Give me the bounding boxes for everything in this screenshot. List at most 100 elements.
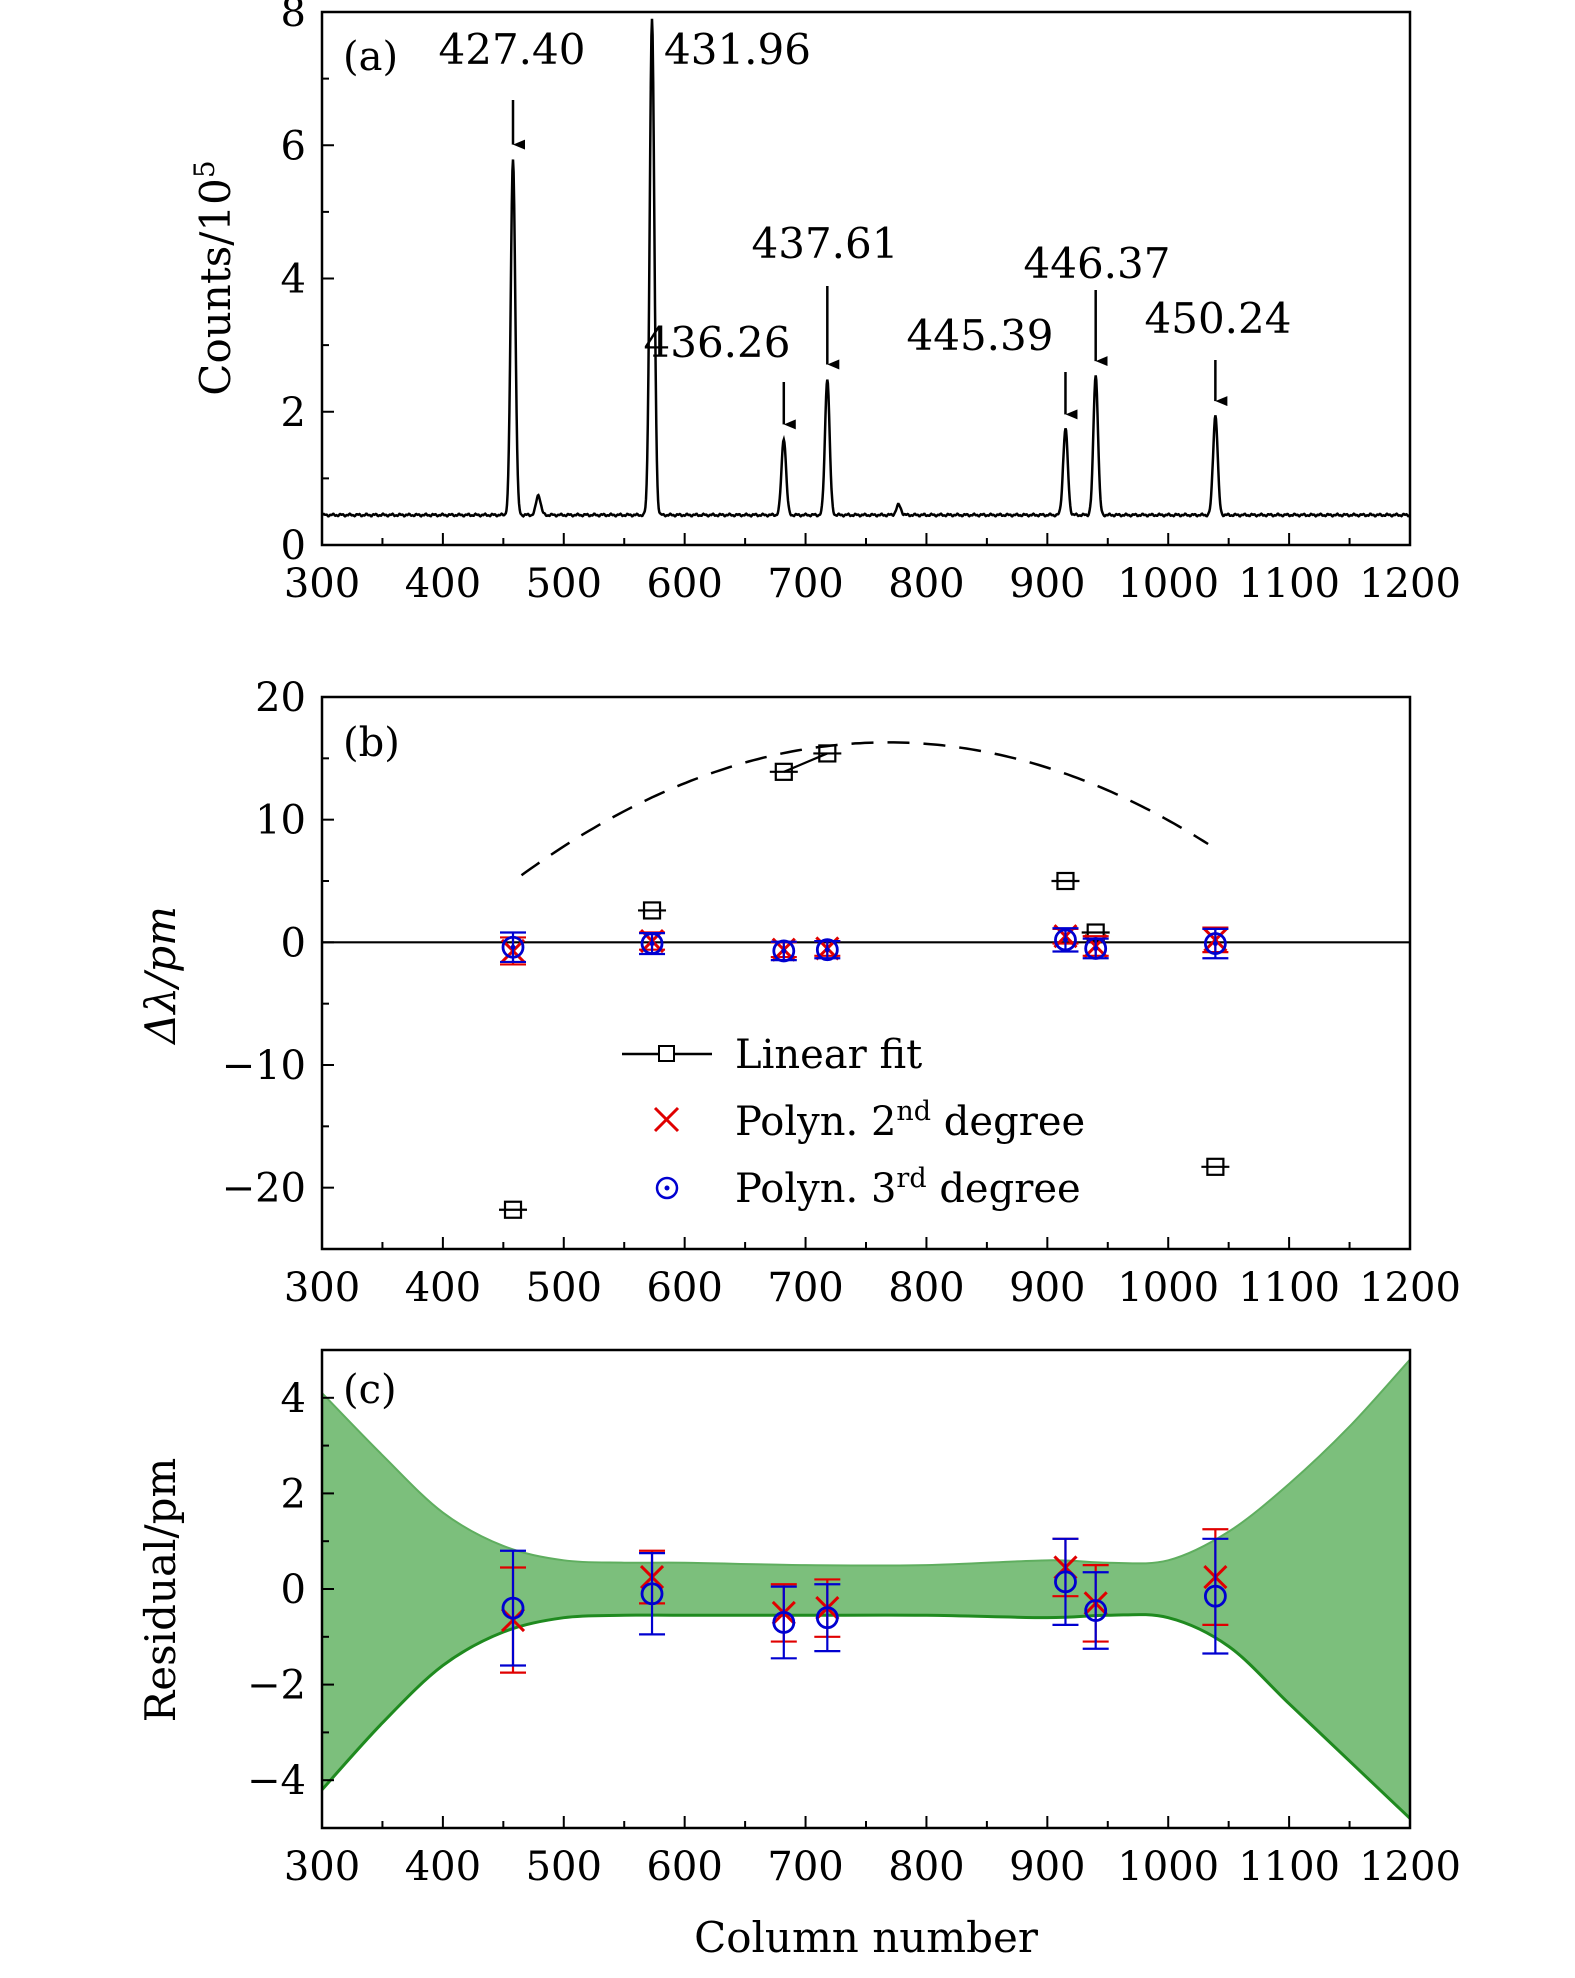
circle-marker <box>1084 937 1108 960</box>
circle-marker <box>640 1582 664 1606</box>
x-tick-label: 1100 <box>1238 1265 1340 1311</box>
y-tick-label: 2 <box>281 390 306 436</box>
y-tick-label: 2 <box>281 1471 306 1517</box>
peak-label: 436.26 <box>644 318 791 367</box>
circle-marker-dot <box>1062 937 1068 943</box>
y-tick-label: 0 <box>281 1567 306 1613</box>
panel-c-plot-area <box>320 1358 1412 1820</box>
peak-label: 427.40 <box>439 25 586 74</box>
x-tick-label: 300 <box>284 1844 360 1890</box>
x-axis-label: Column number <box>694 1913 1039 1962</box>
circle-marker-dot <box>510 944 516 950</box>
circle-marker <box>772 939 796 963</box>
confidence-band-lower-edge <box>320 1613 1412 1820</box>
confidence-band <box>322 1359 1410 1819</box>
x-tick-label: 400 <box>405 1265 481 1311</box>
circle-marker-dot <box>1212 941 1218 947</box>
panel-b-ticks: 300 400 500 600 700 800 900 1000 1100 1200 20 10 0 −1… <box>222 675 1461 1311</box>
panel-b-y-axis-label: Δλ/pm <box>136 906 185 1046</box>
x-tick-label: 500 <box>526 1844 602 1890</box>
y-tick-label: 0 <box>281 523 306 569</box>
peak-label: 445.39 <box>907 311 1054 360</box>
x-tick-label: 800 <box>888 1265 964 1311</box>
x-tick-label: 300 <box>284 1265 360 1311</box>
circle-marker-dot <box>781 948 787 954</box>
panel-a-ticks: 300 400 500 600 700 800 900 1000 1100 1200 0 2 4 6 8 <box>281 0 1461 607</box>
fit-curve <box>520 741 1209 877</box>
circle-marker <box>501 1596 525 1620</box>
confidence-band-upper-edge <box>321 1358 1411 1567</box>
x-tick-label: 500 <box>526 1265 602 1311</box>
x-tick-label: 700 <box>767 1265 843 1311</box>
circle-marker <box>815 938 839 962</box>
y-tick-label: −10 <box>222 1043 306 1089</box>
panel-c-y-axis-label: Residual/pm <box>136 1458 185 1723</box>
x-tick-label: 1000 <box>1117 1265 1219 1311</box>
circle-marker <box>815 1606 839 1630</box>
circle-marker <box>501 935 525 959</box>
panel-c-ticks: 300 400 500 600 700 800 900 1000 1100 1200 4 2 0 −2 −4 <box>247 1376 1461 1890</box>
panel-b-label: (b) <box>343 720 400 766</box>
linear-fit-marker <box>1056 871 1075 891</box>
peak-label: 446.37 <box>1024 239 1171 288</box>
linear-fit-marker <box>503 1200 523 1219</box>
legend-polyn-2nd-marker <box>653 1106 680 1133</box>
x-tick-label: 1000 <box>1117 561 1219 607</box>
x-tick-label: 700 <box>767 561 843 607</box>
circle-marker <box>1203 932 1227 955</box>
y-tick-label: 20 <box>255 675 306 721</box>
x-tick-label: 600 <box>646 1265 722 1311</box>
x-tick-label: 400 <box>405 1844 481 1890</box>
x-tick-label: 1100 <box>1238 561 1340 607</box>
peak-label: 431.96 <box>664 25 811 74</box>
circle-marker-dot <box>824 947 830 953</box>
linear-fit-marker <box>818 744 837 763</box>
x-tick-label: 1200 <box>1359 561 1461 607</box>
panel-a-label: (a) <box>343 34 398 80</box>
x-tick-label: 300 <box>284 561 360 607</box>
panel-b: 300 400 500 600 700 800 900 1000 1100 1200 20 10 0 −1… <box>136 675 1461 1311</box>
panel-a-frame <box>320 10 1412 547</box>
x-tick-label: 900 <box>1009 561 1085 607</box>
x-tick-label: 1100 <box>1238 1844 1340 1890</box>
circle-marker <box>640 932 664 955</box>
panel-a-y-axis-label: Counts/105 <box>188 160 240 395</box>
x-tick-label: 1200 <box>1359 1265 1461 1311</box>
circle-marker <box>1054 1570 1077 1594</box>
panel-c: 300 400 500 600 700 800 900 1000 1100 1200 4 2 0 −2 −4… <box>136 1348 1461 1962</box>
y-tick-label: 4 <box>281 257 306 303</box>
panel-c-label: (c) <box>343 1367 397 1413</box>
y-tick-label: −4 <box>247 1758 306 1804</box>
legend-linear-fit-text: Linear fit <box>735 1032 922 1078</box>
linear-fit-segment <box>783 752 828 773</box>
x-tick-label: 800 <box>888 561 964 607</box>
x-tick-label: 700 <box>767 1844 843 1890</box>
panel-b-legend: Linear fit Polyn. 2nd degree Polyn. 3rd … <box>622 1032 1085 1212</box>
legend-polyn-2nd-text: Polyn. 2nd degree <box>735 1096 1085 1145</box>
y-tick-label: 0 <box>281 920 306 966</box>
y-tick-label: −20 <box>222 1166 306 1212</box>
spectrum-line <box>321 18 1411 518</box>
y-tick-label: 10 <box>255 798 306 844</box>
x-tick-label: 900 <box>1009 1844 1085 1890</box>
circle-marker-dot <box>1093 945 1099 951</box>
circle-marker <box>1054 928 1077 952</box>
panel-b-plot-area <box>322 741 1410 1219</box>
y-tick-label: −2 <box>247 1663 306 1709</box>
y-tick-label: 8 <box>281 0 306 36</box>
circle-marker-dot <box>649 941 655 947</box>
x-tick-label: 800 <box>888 1844 964 1890</box>
x-tick-label: 1000 <box>1117 1844 1219 1890</box>
y-tick-label: 6 <box>281 123 306 169</box>
x-tick-label: 600 <box>646 1844 722 1890</box>
x-tick-label: 500 <box>526 561 602 607</box>
x-tick-label: 400 <box>405 561 481 607</box>
circle-marker <box>1084 1599 1108 1622</box>
linear-fit-marker <box>774 762 793 781</box>
legend-linear-fit-marker <box>658 1045 675 1062</box>
circle-marker <box>1203 1584 1227 1608</box>
x-tick-label: 900 <box>1009 1265 1085 1311</box>
